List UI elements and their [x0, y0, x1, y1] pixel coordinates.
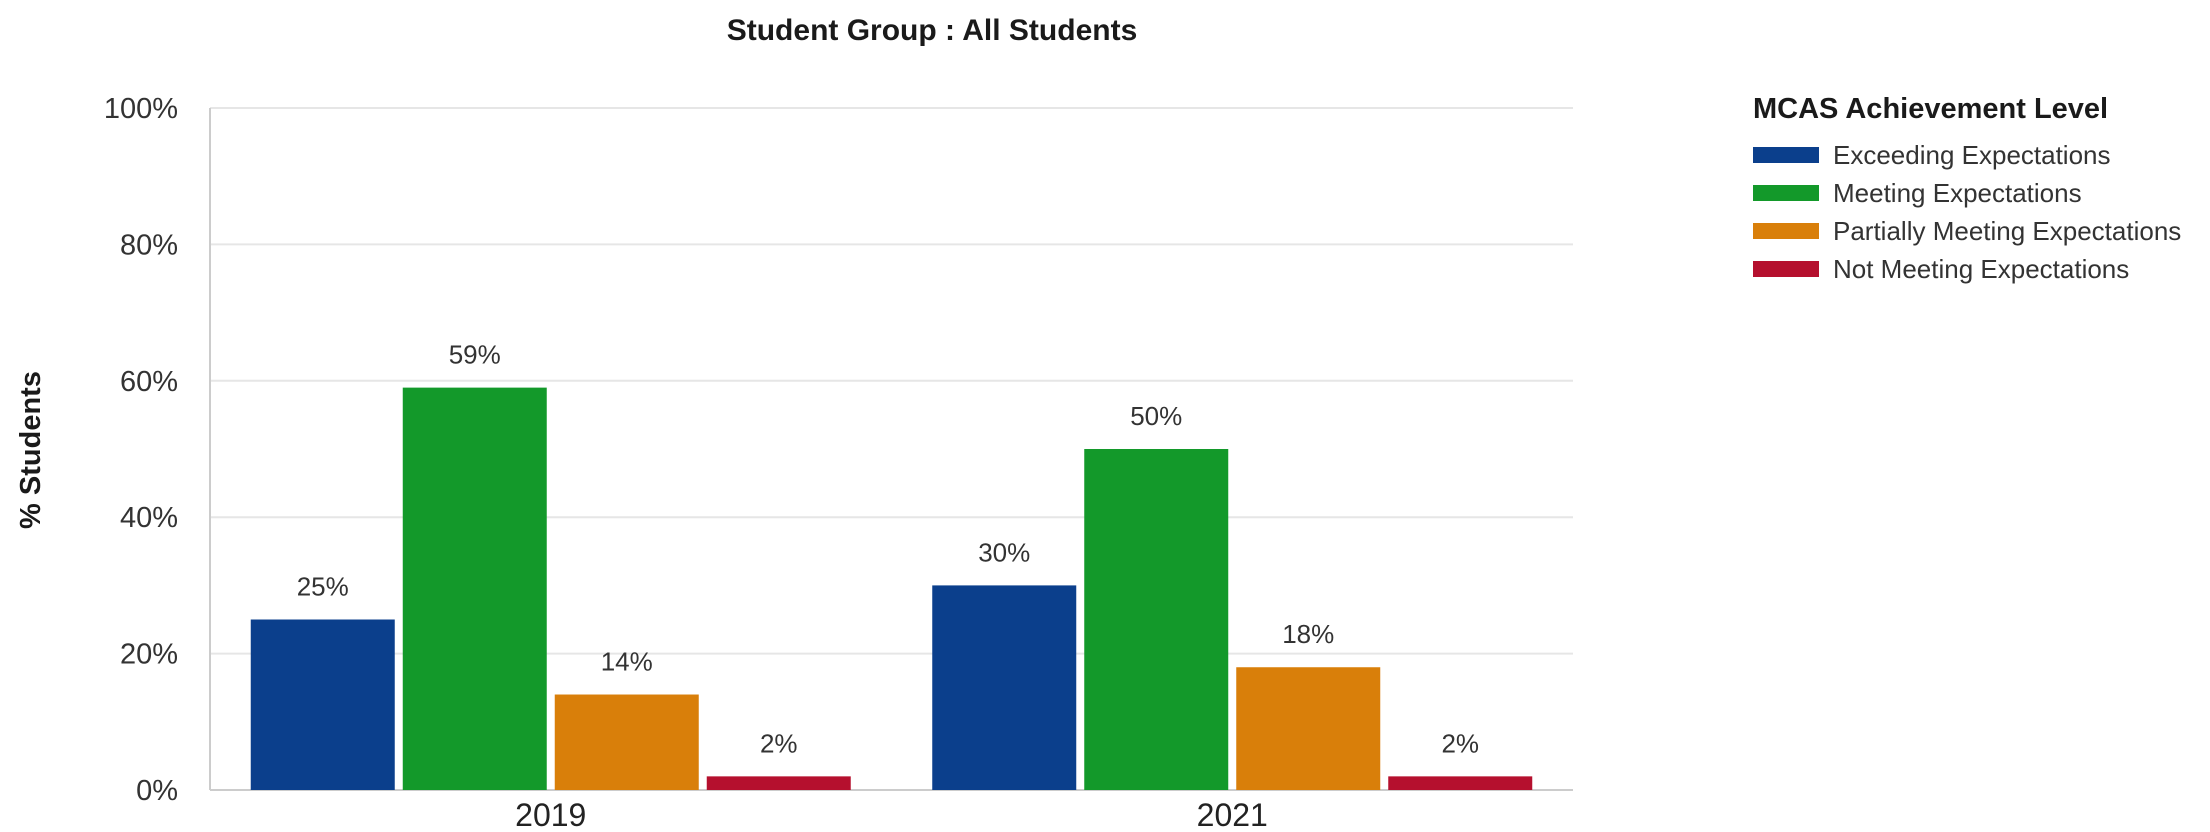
data-label: 2% [1441, 728, 1479, 758]
legend-label: Partially Meeting Expectations [1833, 216, 2181, 246]
y-axis-label: % Students [15, 371, 47, 529]
legend-label: Exceeding Expectations [1833, 140, 2111, 170]
bars [250, 387, 1533, 790]
y-axis-ticks: 0% 20% 40% 60% 80% 100% [104, 93, 178, 807]
legend-swatch [1753, 147, 1819, 163]
bar-2019-2 [554, 694, 699, 790]
x-category-label: 2021 [1197, 797, 1268, 832]
y-tick-label: 100% [104, 93, 178, 125]
bar-2021-0 [932, 585, 1077, 790]
bar-2021-2 [1236, 667, 1381, 790]
legend-swatch [1753, 185, 1819, 201]
chart-title: Student Group : All Students [727, 14, 1138, 47]
data-label: 25% [297, 572, 349, 602]
data-label: 2% [760, 728, 798, 758]
data-label: 59% [449, 340, 501, 370]
y-tick-label: 0% [136, 775, 178, 807]
legend-swatch [1753, 261, 1819, 277]
x-axis-categories: 2019 2021 [515, 797, 1268, 832]
legend-swatch [1753, 223, 1819, 239]
data-label: 30% [978, 537, 1030, 567]
y-tick-label: 20% [120, 639, 178, 671]
bar-2019-0 [250, 619, 395, 790]
y-tick-label: 40% [120, 502, 178, 534]
legend-items: Exceeding Expectations Meeting Expectatio… [1753, 140, 2181, 284]
y-tick-label: 80% [120, 229, 178, 261]
bar-2019-1 [402, 387, 547, 790]
legend-label: Meeting Expectations [1833, 178, 2082, 208]
y-tick-label: 60% [120, 366, 178, 398]
legend-label: Not Meeting Expectations [1833, 254, 2129, 284]
data-label: 18% [1282, 619, 1334, 649]
data-label: 50% [1130, 401, 1182, 431]
bar-2019-3 [706, 776, 851, 790]
bar-2021-1 [1084, 449, 1229, 790]
legend: MCAS Achievement Level Exceeding Expecta… [1753, 93, 2181, 284]
data-labels: 25% 59% 14% 2% 30% 50% 18% 2% [297, 340, 1479, 759]
bar-2021-3 [1388, 776, 1533, 790]
legend-title: MCAS Achievement Level [1753, 93, 2108, 125]
data-label: 14% [601, 647, 653, 677]
x-category-label: 2019 [515, 797, 586, 832]
